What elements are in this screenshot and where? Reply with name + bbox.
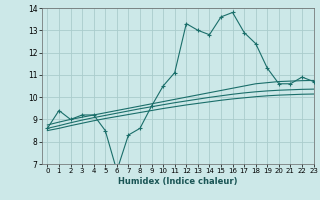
X-axis label: Humidex (Indice chaleur): Humidex (Indice chaleur): [118, 177, 237, 186]
